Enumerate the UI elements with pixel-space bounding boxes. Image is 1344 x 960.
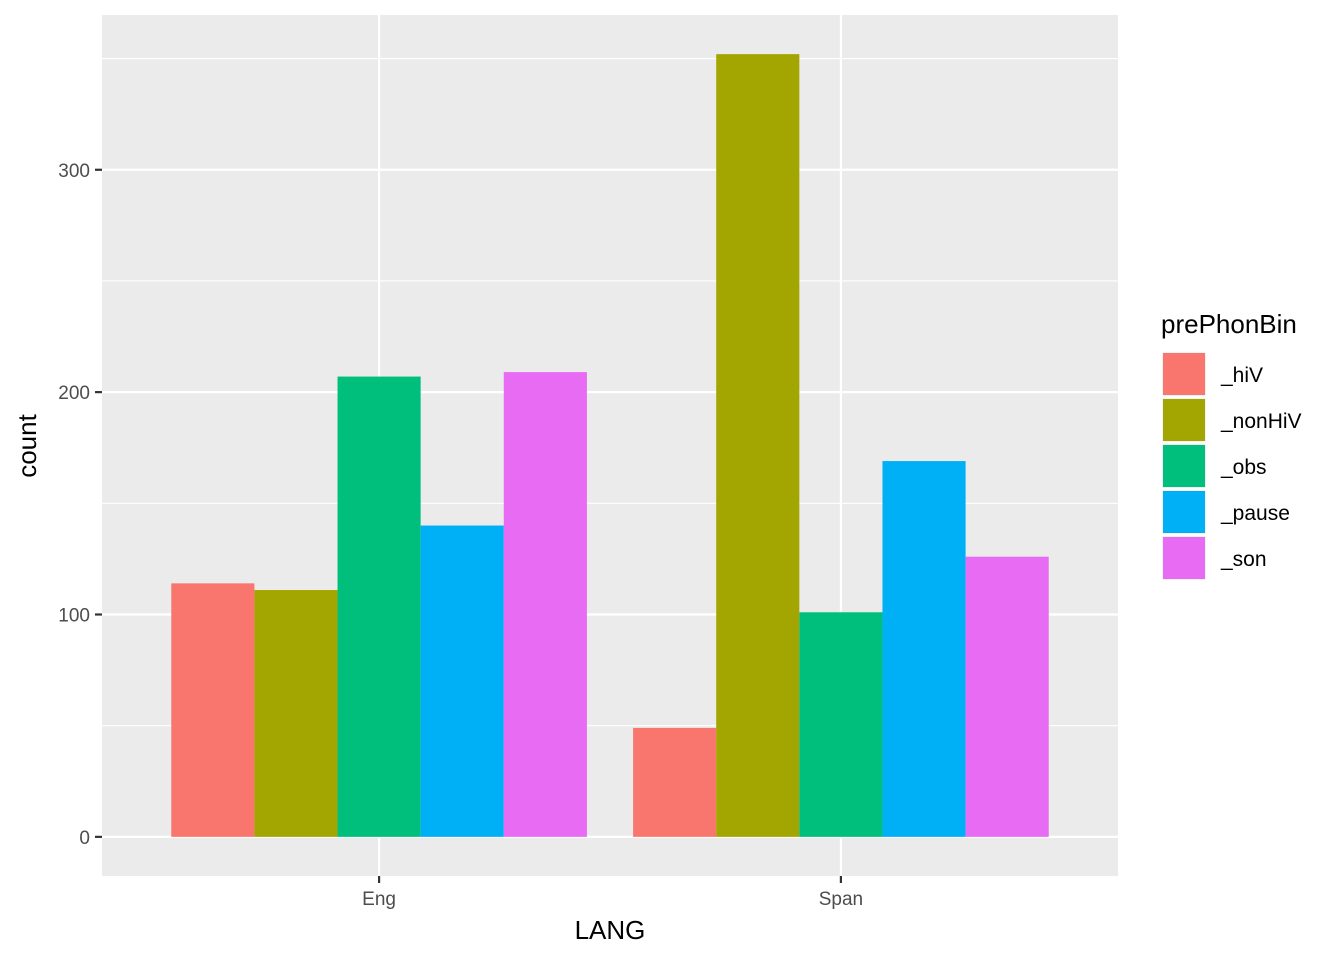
bars bbox=[171, 54, 1049, 837]
bar bbox=[965, 556, 1049, 837]
legend: prePhonBin _hiV _nonHiV _obs _pause _son bbox=[1161, 309, 1302, 580]
bar bbox=[799, 612, 883, 837]
legend-swatch bbox=[1163, 399, 1205, 441]
x-axis-title: LANG bbox=[575, 915, 646, 945]
x-tick-label: Span bbox=[819, 889, 863, 910]
y-tick-label: 300 bbox=[58, 161, 90, 182]
legend-swatch bbox=[1163, 445, 1205, 487]
y-tick-label: 100 bbox=[58, 605, 90, 626]
legend-swatch bbox=[1163, 491, 1205, 533]
legend-label: _obs bbox=[1220, 456, 1267, 479]
y-axis-title: count bbox=[12, 413, 42, 477]
bar bbox=[503, 372, 587, 837]
bar bbox=[171, 583, 255, 837]
bar bbox=[633, 727, 717, 837]
legend-title: prePhonBin bbox=[1161, 309, 1297, 339]
y-tick-label: 0 bbox=[79, 828, 90, 849]
bar bbox=[882, 461, 966, 837]
legend-label: _nonHiV bbox=[1220, 410, 1302, 433]
legend-label: _hiV bbox=[1220, 364, 1263, 387]
legend-swatch bbox=[1163, 537, 1205, 579]
y-axis: 0 100 200 300 bbox=[58, 161, 102, 849]
legend-swatch bbox=[1163, 353, 1205, 395]
bar bbox=[254, 590, 338, 837]
bar bbox=[716, 54, 800, 837]
y-tick-label: 200 bbox=[58, 383, 90, 404]
legend-label: _pause bbox=[1220, 502, 1290, 525]
bar bbox=[420, 525, 504, 837]
x-axis: Eng Span bbox=[362, 876, 863, 910]
legend-label: _son bbox=[1220, 548, 1267, 571]
x-tick-label: Eng bbox=[362, 889, 396, 910]
bar bbox=[337, 376, 421, 837]
